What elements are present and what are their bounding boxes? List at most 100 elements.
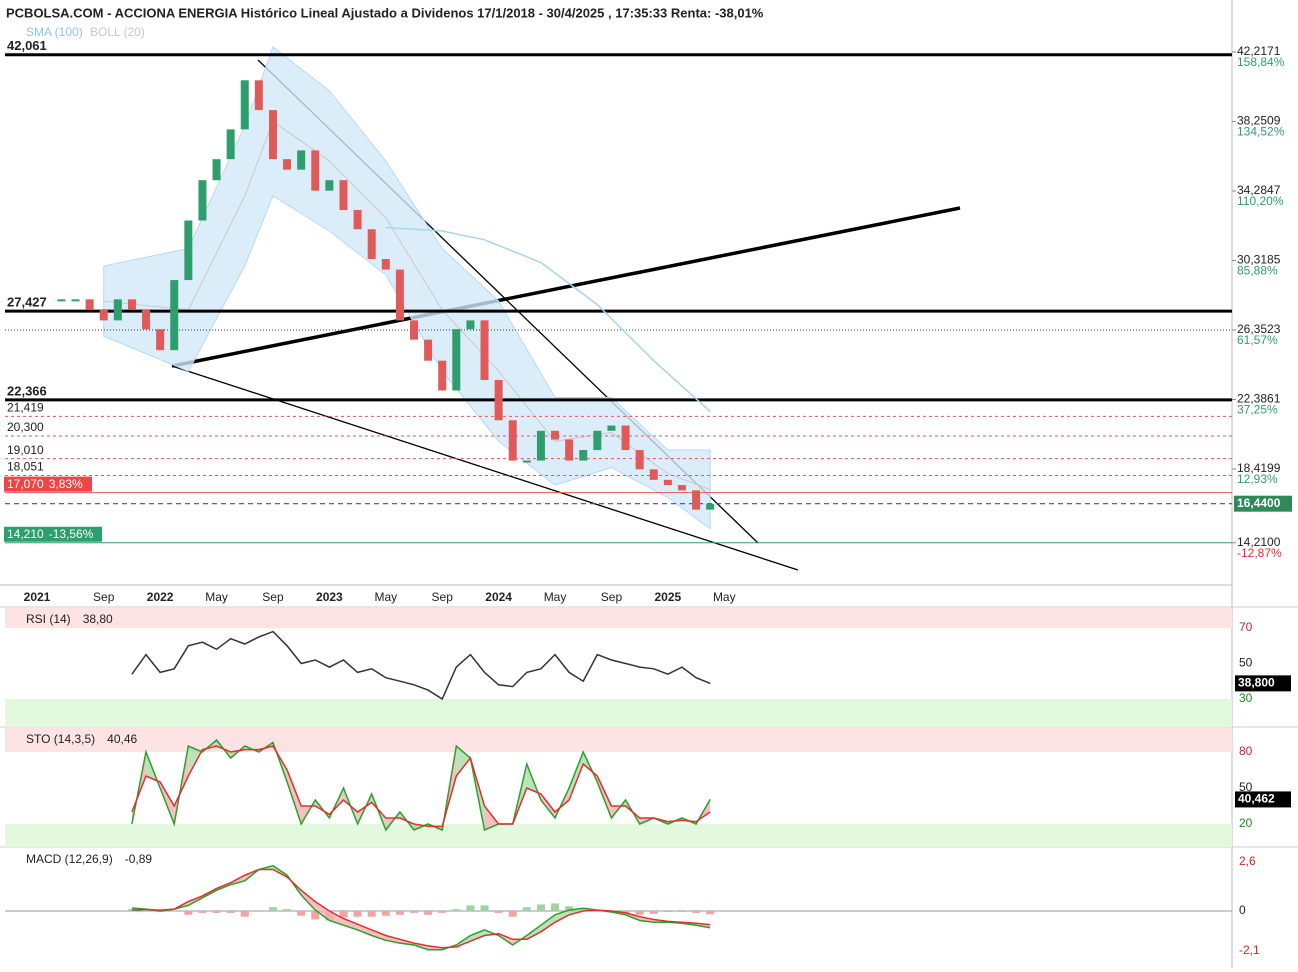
y-tick-label: 0	[1239, 903, 1246, 917]
x-tick-label: Sep	[601, 590, 623, 604]
candle	[184, 220, 193, 281]
histogram-bar	[508, 911, 517, 917]
last-value-label: 40,462	[1238, 792, 1275, 806]
level-label: 14,210	[7, 527, 44, 541]
x-tick-label: Sep	[432, 590, 454, 604]
fill-between	[540, 914, 556, 932]
level-label: 20,300	[7, 420, 44, 434]
candle	[663, 479, 672, 486]
candle	[607, 425, 616, 431]
zone	[5, 608, 1232, 629]
candle	[170, 280, 179, 351]
candle	[127, 299, 136, 310]
candle	[494, 379, 503, 421]
x-tick-label: May	[374, 590, 397, 604]
y2-tick-label: 37,25%	[1237, 403, 1278, 417]
candle	[325, 180, 334, 191]
fill-between	[470, 929, 485, 942]
fill-between	[540, 793, 556, 818]
level-label: 18,051	[7, 460, 44, 474]
histogram-bar	[353, 911, 362, 917]
candle	[508, 420, 517, 461]
histogram-bar	[551, 903, 560, 912]
candle	[254, 80, 263, 111]
fill-between	[329, 911, 344, 926]
histogram-bar	[494, 911, 503, 913]
y-tick-label: 50	[1239, 656, 1253, 670]
y-tick-label: 80	[1239, 744, 1253, 758]
fill-between	[555, 910, 570, 923]
candle	[311, 150, 320, 191]
y-tick-label: 38,2509	[1237, 114, 1281, 128]
x-tick-label: May	[544, 590, 567, 604]
last-value-box	[1235, 675, 1291, 692]
candle	[57, 299, 66, 302]
histogram-bar	[240, 911, 249, 917]
candle	[565, 439, 574, 461]
zone	[5, 698, 1232, 727]
histogram-bar	[452, 909, 461, 912]
candle	[480, 320, 489, 380]
y-tick-label: 42,2171	[1237, 44, 1281, 58]
candle	[381, 259, 390, 270]
x-tick-label: Sep	[93, 590, 115, 604]
candle	[410, 320, 418, 340]
level-pct: -13,56%	[49, 527, 94, 541]
histogram-bar	[184, 911, 193, 915]
candle	[424, 339, 433, 361]
candle	[593, 430, 602, 451]
candle	[156, 329, 165, 351]
candle	[297, 150, 306, 170]
histogram-bar	[297, 911, 306, 916]
histogram-bar	[311, 911, 320, 920]
candle	[85, 299, 94, 310]
indicator-line	[131, 738, 711, 832]
fill-between	[287, 769, 302, 824]
panel-value: -0,89	[125, 852, 153, 866]
candle	[466, 320, 475, 330]
panel-title: MACD (12,26,9)	[26, 852, 113, 866]
fill-between	[569, 751, 584, 800]
histogram-bar	[466, 905, 475, 912]
candle	[621, 425, 630, 451]
current-price-label: 16,4400	[1237, 496, 1281, 510]
panel-value: 38,80	[83, 612, 113, 626]
candle	[71, 299, 80, 302]
y-tick-label: 2,6	[1239, 854, 1256, 868]
indicator-line	[131, 630, 711, 701]
histogram-bar	[367, 911, 376, 917]
x-tick-label: 2025	[655, 590, 682, 604]
histogram-bar	[339, 911, 348, 918]
candle	[692, 490, 701, 510]
fill-between	[526, 925, 541, 940]
level-pct: 3,83%	[49, 477, 83, 491]
y-tick-label: 18,4199	[1237, 461, 1281, 475]
legend-sma: SMA (100)	[26, 25, 83, 39]
histogram-bar	[198, 911, 207, 913]
level-label: 22,366	[7, 383, 47, 398]
histogram-bar	[663, 911, 672, 912]
candle	[99, 309, 108, 321]
y-tick-label: 22,3861	[1237, 392, 1281, 406]
x-tick-label: May	[205, 590, 228, 604]
y-tick-label: 50	[1239, 780, 1253, 794]
level-label: 21,419	[7, 401, 44, 415]
y-tick-label: 30	[1239, 691, 1253, 705]
x-tick-label: 2022	[147, 590, 174, 604]
candle	[706, 503, 715, 510]
y-tick-label: 26,3523	[1237, 322, 1281, 336]
candle	[240, 80, 249, 130]
x-tick-label: May	[713, 590, 736, 604]
histogram-bar	[438, 911, 447, 913]
histogram-bar	[395, 911, 404, 915]
histogram-bar	[381, 911, 390, 916]
y2-tick-label: -12,87%	[1237, 546, 1282, 560]
level-label: 19,010	[7, 443, 44, 457]
histogram-bar	[692, 911, 701, 913]
panel-title: STO (14,3,5)	[26, 732, 95, 746]
zone	[5, 728, 1232, 752]
y-tick-label: -2,1	[1239, 943, 1260, 957]
level-label: 42,061	[7, 38, 47, 53]
y2-tick-label: 12,93%	[1237, 472, 1278, 486]
histogram-bar	[424, 911, 433, 915]
